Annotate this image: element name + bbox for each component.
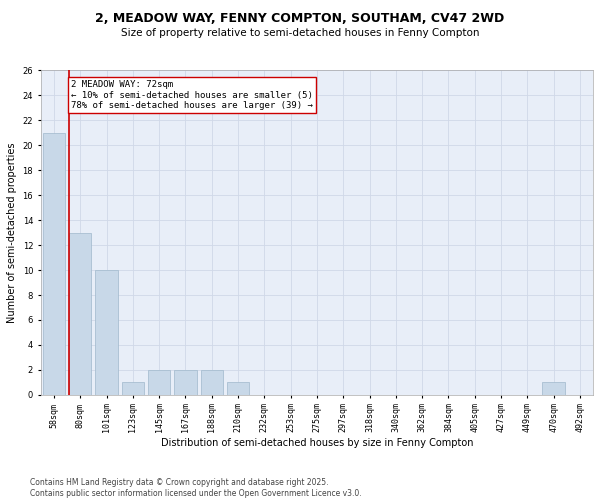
Bar (200, 370, 223, 395)
Text: Size of property relative to semi-detached houses in Fenny Compton: Size of property relative to semi-detach… (121, 28, 479, 38)
Bar (148, 370, 170, 395)
Bar (174, 370, 197, 395)
X-axis label: Distribution of semi-detached houses by size in Fenny Compton: Distribution of semi-detached houses by … (161, 438, 473, 448)
Bar (122, 382, 144, 395)
Bar (542, 382, 565, 395)
Bar (43, 133, 65, 395)
Bar (69, 232, 91, 395)
Bar (227, 382, 249, 395)
Text: Contains HM Land Registry data © Crown copyright and database right 2025.
Contai: Contains HM Land Registry data © Crown c… (30, 478, 362, 498)
Text: 2 MEADOW WAY: 72sqm
← 10% of semi-detached houses are smaller (5)
78% of semi-de: 2 MEADOW WAY: 72sqm ← 10% of semi-detach… (71, 80, 313, 110)
Text: 2, MEADOW WAY, FENNY COMPTON, SOUTHAM, CV47 2WD: 2, MEADOW WAY, FENNY COMPTON, SOUTHAM, C… (95, 12, 505, 26)
Bar (95, 270, 118, 395)
Y-axis label: Number of semi-detached properties: Number of semi-detached properties (7, 142, 17, 323)
